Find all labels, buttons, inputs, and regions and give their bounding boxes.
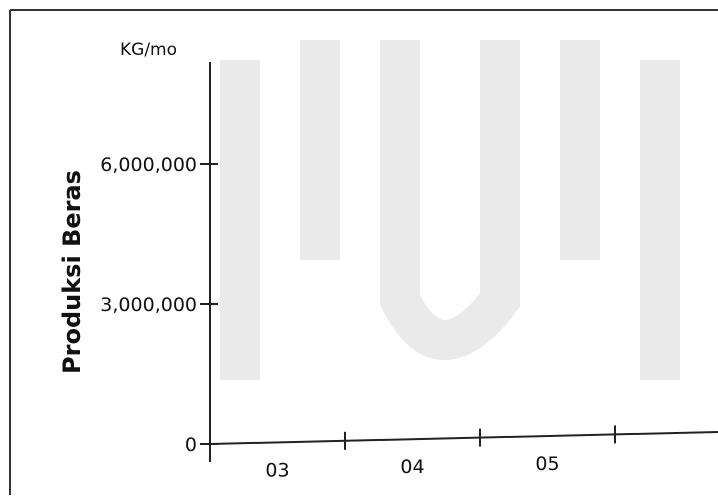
x-tick-label: 05 [535, 453, 559, 475]
y-tick-label: 0 [185, 434, 197, 456]
x-axis-line [209, 431, 718, 445]
y-axis-title: Produksi Beras [58, 170, 86, 374]
y-unit-label: KG/mo [120, 40, 177, 60]
y-tick-label: 6,000,000 [100, 154, 197, 176]
x-tick-label: 04 [400, 456, 424, 478]
x-tick-label: 03 [265, 459, 289, 481]
y-tick-label: 3,000,000 [100, 294, 197, 316]
